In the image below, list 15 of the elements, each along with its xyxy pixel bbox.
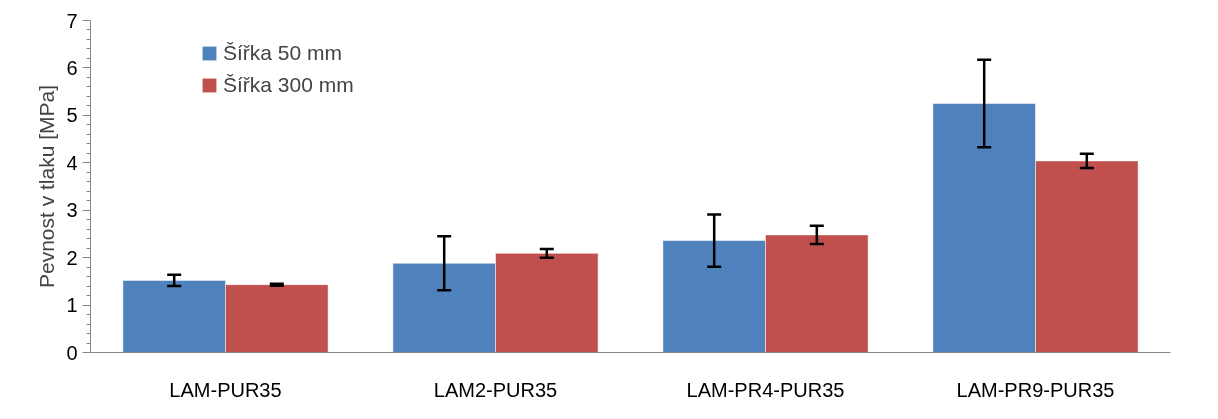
legend-label: Šířka 50 mm	[223, 41, 343, 65]
x-tick-label: LAM2-PUR35	[433, 378, 558, 401]
y-tick-label: 2	[66, 246, 78, 269]
y-tick-label: 6	[66, 56, 78, 79]
legend-label: Šířka 300 mm	[223, 73, 354, 97]
y-tick-label: 7	[66, 9, 78, 32]
x-tick-label: LAM-PR4-PUR35	[686, 378, 845, 401]
y-tick-label: 5	[66, 104, 78, 127]
x-tick-label: LAM-PUR35	[169, 378, 282, 401]
y-tick-label: 4	[66, 151, 78, 174]
y-tick-label: 0	[66, 341, 78, 364]
y-tick-label: 3	[66, 199, 78, 222]
y-tick-label: 1	[66, 294, 78, 317]
x-tick-label: LAM-PR9-PUR35	[956, 378, 1115, 401]
y-axis-title: Pevnost v tlaku [MPa]	[35, 84, 59, 289]
